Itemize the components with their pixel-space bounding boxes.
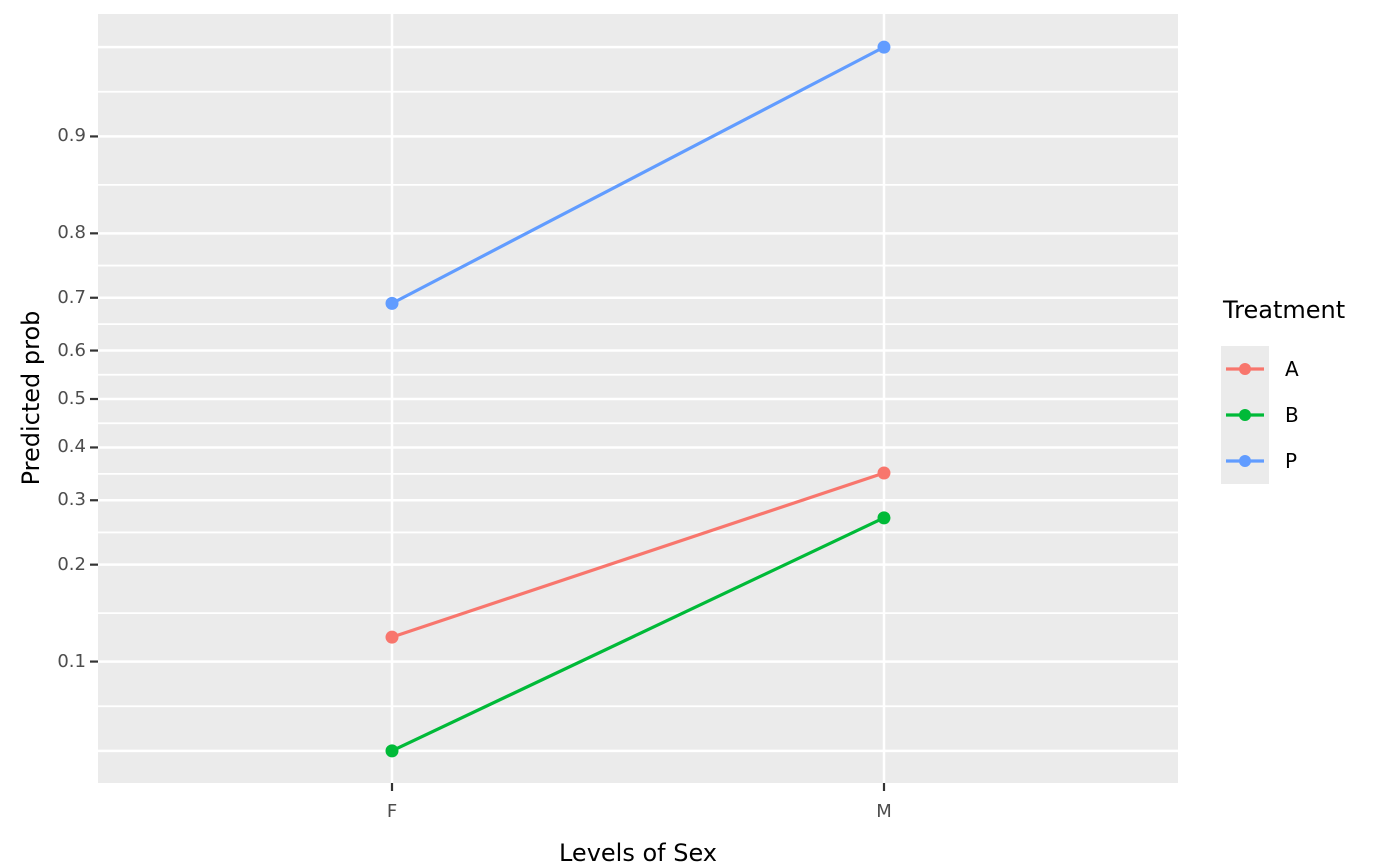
legend-glyph-line-point-icon [1226,363,1264,375]
x-axis-title: Levels of Sex [558,839,718,866]
y-tick-label: 0.8 [57,222,86,244]
legend-glyph-line-point-icon [1226,455,1264,467]
legend-glyph-line-point-icon [1226,409,1264,421]
legend-row-p: P [1221,438,1345,484]
legend-key-b [1221,392,1269,438]
y-tick-label: 0.1 [57,650,86,672]
data-point-b-f [385,744,399,758]
y-tick-label: 0.6 [57,339,86,361]
x-tick-label-m: M [876,801,892,822]
data-point-p-f [385,296,399,310]
data-point-a-m [877,466,891,480]
legend-keys: A B P [1221,346,1345,484]
y-tick-label: 0.5 [57,388,86,409]
data-point-a-f [385,630,399,644]
y-tick-label: 0.3 [57,489,86,511]
legend-label-p: P [1285,449,1298,473]
series-line-p [391,45,885,305]
data-point-b-m [877,511,891,525]
legend-label-b: B [1285,403,1299,427]
y-tick-label: 0.4 [57,436,86,458]
data-point-p-m [877,40,891,54]
legend-title: Treatment [1223,296,1346,324]
legend: Treatment A B [1221,296,1345,484]
series-line-b [391,516,885,753]
legend-label-a: A [1285,357,1299,381]
legend-row-a: A [1221,346,1345,392]
y-tick-label: 0.2 [57,553,86,575]
series-line-a [391,471,885,639]
y-tick-label: 0.9 [57,125,86,147]
y-tick-label: 0.7 [57,286,86,308]
legend-key-p [1221,438,1269,484]
legend-row-b: B [1221,392,1345,438]
legend-key-a [1221,346,1269,392]
x-tick-label-f: F [386,801,398,822]
